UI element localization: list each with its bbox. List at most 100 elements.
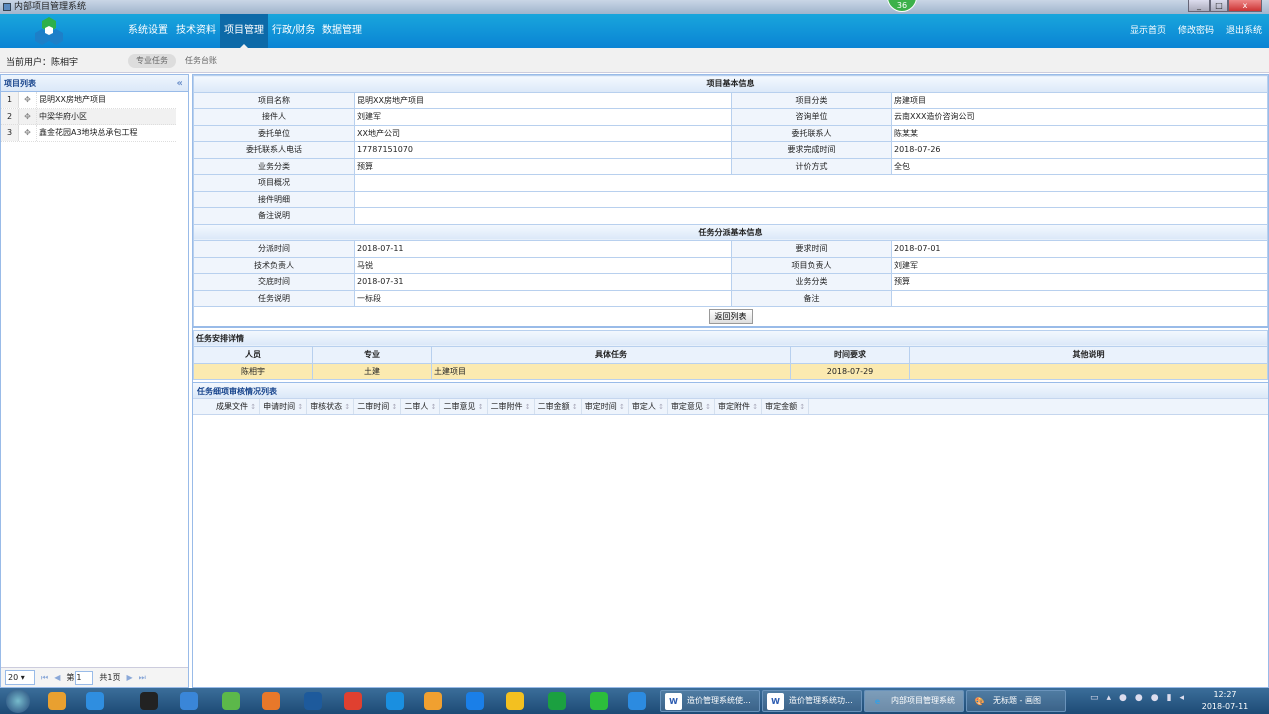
- nav-project-management[interactable]: 项目管理: [220, 14, 268, 48]
- system-tray-icons[interactable]: ▭▴●●●▮◂: [1090, 693, 1193, 703]
- list-item[interactable]: 3 ✥ 鑫金花园A3地块总承包工程: [1, 125, 176, 142]
- expand-icon[interactable]: ✥: [19, 92, 37, 108]
- taskbar-window-paint[interactable]: 🎨 无标题 - 画图: [966, 690, 1066, 712]
- column-header[interactable]: 审定人: [629, 399, 668, 414]
- column-header[interactable]: 二审意见: [440, 399, 488, 414]
- column-header[interactable]: 二审附件: [488, 399, 535, 414]
- info-row: 分派时间 2018-07-11 要求时间 2018-07-01: [193, 240, 1268, 258]
- iqiyi-icon[interactable]: [590, 692, 608, 710]
- list-item[interactable]: 1 ✥ 昆明XX房地产项目: [1, 92, 176, 109]
- browser-icon[interactable]: [304, 692, 322, 710]
- tab-task-ledger[interactable]: 任务台账: [185, 56, 217, 65]
- column-header[interactable]: 成果文件: [213, 399, 261, 414]
- minimize-button[interactable]: _: [1188, 0, 1210, 12]
- page-size-select[interactable]: 20 ▾: [5, 670, 35, 685]
- nav-admin-finance[interactable]: 行政/财务: [272, 25, 316, 36]
- window-title: 内部项目管理系统: [14, 2, 87, 12]
- project-name: 昆明XX房地产项目: [39, 95, 106, 104]
- page-input[interactable]: 1: [75, 670, 94, 685]
- column-header[interactable]: 二审时间: [354, 399, 402, 414]
- column-header[interactable]: 审核状态: [307, 399, 355, 414]
- first-page-icon[interactable]: ⏮: [41, 672, 49, 682]
- field-value: 2018-07-01: [891, 240, 1268, 258]
- show-home-link[interactable]: 显示首页: [1130, 26, 1167, 36]
- field-value: 房建项目: [891, 91, 1268, 109]
- taskbar-window-word-2[interactable]: W 造价管理系统功...: [762, 690, 862, 712]
- panel-header: 项目列表 «: [1, 75, 188, 92]
- nav-data-management[interactable]: 数据管理: [322, 25, 362, 36]
- field-label: 项目名称: [193, 91, 355, 109]
- column-header[interactable]: 人员: [193, 346, 313, 364]
- logout-link[interactable]: 退出系统: [1226, 26, 1263, 36]
- maximize-button[interactable]: □: [1210, 0, 1228, 12]
- column-header[interactable]: 审定意见: [668, 399, 716, 414]
- info-row: 委托联系人电话 17787151070 要求完成时间 2018-07-26: [193, 141, 1268, 159]
- list-item[interactable]: 2 ✥ 中梁华府小区: [1, 108, 176, 125]
- windows-app-icon[interactable]: [506, 692, 524, 710]
- kugou-icon[interactable]: [466, 692, 484, 710]
- expand-icon[interactable]: ✥: [19, 125, 37, 141]
- column-header[interactable]: 审定金额: [762, 399, 810, 414]
- weibo-icon[interactable]: [628, 692, 646, 710]
- taskbar-window-word-1[interactable]: W 造价管理系统使...: [660, 690, 760, 712]
- taskbar-window-ie[interactable]: e 内部项目管理系统: [864, 690, 964, 712]
- next-page-icon[interactable]: ▶: [126, 673, 133, 682]
- field-label: 分派时间: [193, 240, 355, 258]
- close-button[interactable]: x: [1228, 0, 1262, 12]
- column-header[interactable]: 审定附件: [715, 399, 763, 414]
- table-cell: 土建项目: [431, 362, 791, 380]
- column-header[interactable]: 审定时间: [582, 399, 629, 414]
- field-label: 接件明细: [193, 190, 355, 208]
- nav-tech-docs[interactable]: 技术资料: [176, 25, 216, 36]
- logo-icon: [35, 17, 63, 45]
- back-to-list-button[interactable]: 返回列表: [708, 308, 753, 324]
- detail-panel: 项目基本信息 项目名称 昆明XX房地产项目 项目分类 房建项目 接件人 刘建军 咨询单位 云南…: [192, 74, 1269, 688]
- field-label: 任务说明: [193, 289, 355, 307]
- table-cell: 2018-07-29: [790, 362, 910, 380]
- start-button[interactable]: [6, 689, 30, 713]
- field-label: 业务分类: [193, 157, 355, 175]
- column-header[interactable]: 具体任务: [431, 346, 791, 364]
- field-label: 委托联系人: [731, 124, 892, 142]
- field-label: 备注说明: [193, 207, 355, 225]
- store-icon[interactable]: [424, 692, 442, 710]
- column-header[interactable]: 专业: [312, 346, 432, 364]
- qq-browser-icon[interactable]: [386, 692, 404, 710]
- column-header[interactable]: 二审人: [401, 399, 441, 414]
- app-icon[interactable]: [262, 692, 280, 710]
- ie-icon[interactable]: [86, 692, 104, 710]
- clock-time: 12:27: [1213, 690, 1237, 699]
- pager: 20 ▾ ⏮ ◀ 第 1 共1页 ▶ ⏭: [1, 667, 188, 687]
- app-green-icon[interactable]: [548, 692, 566, 710]
- info-row: 项目名称 昆明XX房地产项目 项目分类 房建项目: [193, 91, 1268, 109]
- table-row[interactable]: 陈相宇 土建 土建项目 2018-07-29: [193, 362, 1268, 380]
- window-label: 内部项目管理系统: [891, 696, 955, 705]
- collapse-icon[interactable]: «: [176, 78, 183, 89]
- top-header: [0, 14, 1269, 48]
- column-header[interactable]: 申请时间: [260, 399, 308, 414]
- 360-icon[interactable]: [48, 692, 66, 710]
- window-label: 造价管理系统使...: [687, 696, 751, 705]
- field-value: 17787151070: [354, 141, 732, 159]
- project-list: 1 ✥ 昆明XX房地产项目 2 ✥ 中梁华府小区 3 ✥ 鑫金花园A3地块总承包工程: [1, 92, 188, 142]
- change-password-link[interactable]: 修改密码: [1178, 26, 1215, 36]
- expand-icon[interactable]: ✥: [19, 108, 37, 124]
- column-header[interactable]: 其他说明: [909, 346, 1268, 364]
- field-label: 咨询单位: [731, 108, 892, 126]
- column-header[interactable]: 二审金额: [535, 399, 582, 414]
- field-label: 技术负责人: [193, 256, 355, 274]
- tab-professional-task[interactable]: 专业任务: [128, 54, 176, 68]
- last-page-icon[interactable]: ⏭: [138, 672, 146, 682]
- chrome-icon[interactable]: [344, 692, 362, 710]
- nav-system-settings[interactable]: 系统设置: [128, 25, 168, 36]
- clock[interactable]: 12:27 2018-07-11: [1200, 689, 1250, 713]
- ie-green-icon[interactable]: [222, 692, 240, 710]
- qq-icon[interactable]: [140, 692, 158, 710]
- field-value: 云南XXX造价咨询公司: [891, 108, 1268, 126]
- prev-page-icon[interactable]: ◀: [54, 673, 61, 682]
- column-header[interactable]: 时间要求: [790, 346, 910, 364]
- review-column-headers: 成果文件申请时间审核状态二审时间二审人二审意见二审附件二审金额审定时间审定人审定…: [193, 399, 1268, 415]
- project-name: 鑫金花园A3地块总承包工程: [39, 128, 138, 137]
- feiyu-icon[interactable]: [180, 692, 198, 710]
- field-value: 刘建军: [354, 108, 732, 126]
